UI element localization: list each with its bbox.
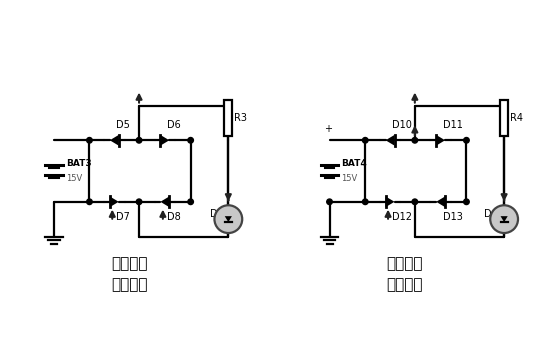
Text: R4: R4 (510, 113, 523, 123)
Circle shape (490, 205, 518, 233)
Polygon shape (436, 135, 445, 146)
Circle shape (327, 199, 332, 204)
Bar (224, 100, 232, 136)
Circle shape (412, 199, 417, 204)
Text: BAT4: BAT4 (341, 159, 367, 168)
Polygon shape (386, 196, 395, 207)
Polygon shape (110, 196, 119, 207)
Text: 电源反接
负载工作: 电源反接 负载工作 (387, 256, 423, 292)
Text: D8: D8 (167, 212, 180, 222)
Polygon shape (225, 216, 232, 222)
Polygon shape (160, 196, 170, 207)
Bar (500, 100, 508, 136)
Text: 15V: 15V (341, 174, 357, 183)
Text: D7: D7 (116, 212, 130, 222)
Polygon shape (110, 135, 119, 146)
Circle shape (362, 138, 368, 143)
Text: D 14: D 14 (484, 209, 507, 219)
Text: D12: D12 (392, 212, 412, 222)
Polygon shape (386, 135, 395, 146)
Text: 电源正接
负载工作: 电源正接 负载工作 (111, 256, 147, 292)
Circle shape (86, 199, 92, 204)
Circle shape (188, 138, 193, 143)
Text: +: + (323, 124, 332, 134)
Circle shape (86, 138, 92, 143)
Polygon shape (160, 135, 170, 146)
Text: D10: D10 (392, 120, 412, 130)
Text: BAT3: BAT3 (66, 159, 91, 168)
Text: D13: D13 (443, 212, 462, 222)
Polygon shape (436, 196, 445, 207)
Circle shape (136, 138, 142, 143)
Circle shape (136, 199, 142, 204)
Circle shape (362, 199, 368, 204)
Text: R3: R3 (234, 113, 247, 123)
Circle shape (464, 199, 469, 204)
Text: D11: D11 (443, 120, 462, 130)
Circle shape (412, 138, 417, 143)
Polygon shape (501, 216, 508, 222)
Circle shape (214, 205, 242, 233)
Text: D9: D9 (211, 209, 224, 219)
Text: D5: D5 (116, 120, 130, 130)
Text: D6: D6 (167, 120, 180, 130)
Text: 15V: 15V (66, 174, 82, 183)
Circle shape (188, 199, 193, 204)
Circle shape (464, 138, 469, 143)
